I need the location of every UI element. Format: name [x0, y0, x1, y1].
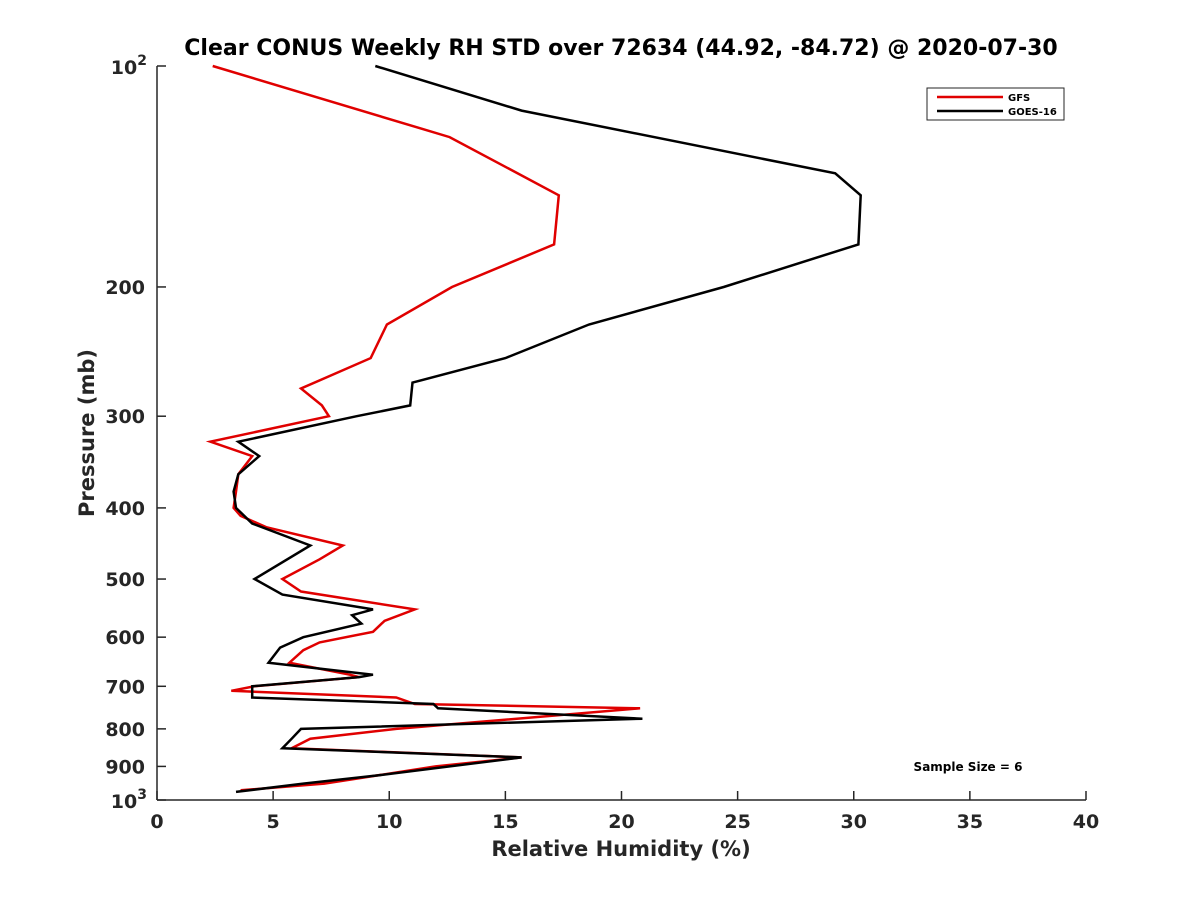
y-tick-label: 300 [105, 406, 145, 428]
y-tick-exponent: 3 [137, 787, 147, 803]
chart-title: Clear CONUS Weekly RH STD over 72634 (44… [184, 36, 1057, 61]
x-tick-label: 30 [841, 811, 867, 833]
y-tick-label: 600 [105, 627, 145, 649]
y-tick-label: 200 [105, 277, 145, 299]
x-axis-label: Relative Humidity (%) [491, 837, 750, 861]
series-line-gfs [205, 64, 641, 792]
x-tick-label: 20 [608, 811, 634, 833]
plot-lines [205, 64, 862, 794]
y-tick-label: 500 [105, 569, 145, 591]
x-tick-label: 35 [957, 811, 983, 833]
y-tick-label: 700 [105, 676, 145, 698]
y-tick-label: 800 [105, 719, 145, 741]
y-axis-label: Pressure (mb) [75, 349, 99, 517]
x-tick-label: 0 [150, 811, 163, 833]
legend: GFS GOES-16 [926, 87, 1065, 121]
legend-box [926, 87, 1065, 121]
x-tick-label: 40 [1073, 811, 1099, 833]
legend-label-gfs: GFS [1008, 93, 1030, 104]
axes [156, 66, 1086, 801]
y-tick-label: 400 [105, 498, 145, 520]
x-tick-label: 10 [376, 811, 402, 833]
y-tick-label-power: 102 [111, 53, 147, 79]
axis-ticks: 0 5 10 15 20 25 30 35 40102200300400500600700800… [105, 53, 1099, 833]
y-tick-base: 10 [111, 791, 137, 813]
x-tick-label: 5 [267, 811, 280, 833]
y-tick-base: 10 [111, 57, 137, 79]
series-line-goes16 [232, 64, 862, 794]
x-tick-label: 15 [492, 811, 518, 833]
y-tick-label: 900 [105, 756, 145, 778]
sample-size-annotation: Sample Size = 6 [914, 760, 1023, 774]
y-tick-exponent: 2 [137, 53, 147, 69]
y-tick-label-power: 103 [111, 787, 147, 813]
x-tick-label: 25 [724, 811, 750, 833]
legend-label-goes16: GOES-16 [1008, 107, 1057, 118]
